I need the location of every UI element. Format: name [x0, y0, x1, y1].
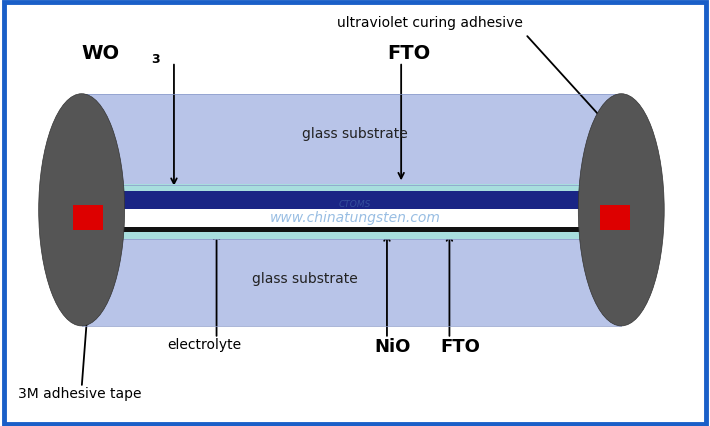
- Text: electrolyte: electrolyte: [167, 338, 241, 352]
- Bar: [82, 191, 621, 209]
- Bar: [82, 94, 621, 185]
- Bar: [82, 239, 621, 326]
- Bar: [82, 227, 621, 232]
- Ellipse shape: [578, 94, 665, 326]
- Text: NiO: NiO: [374, 338, 410, 356]
- Bar: [82, 232, 621, 239]
- Bar: [82, 209, 621, 227]
- Bar: [72, 205, 102, 230]
- Text: WO: WO: [82, 44, 120, 63]
- Text: glass substrate: glass substrate: [253, 272, 358, 286]
- Text: glass substrate: glass substrate: [302, 127, 408, 141]
- Text: 3: 3: [151, 53, 160, 66]
- Bar: [82, 94, 621, 185]
- Text: FTO: FTO: [440, 338, 480, 356]
- Text: 3M adhesive tape: 3M adhesive tape: [18, 387, 141, 401]
- Text: www.chinatungsten.com: www.chinatungsten.com: [270, 211, 440, 225]
- Bar: [601, 205, 630, 230]
- Bar: [82, 239, 621, 326]
- Text: FTO: FTO: [387, 44, 430, 63]
- Text: ultraviolet curing adhesive: ultraviolet curing adhesive: [337, 17, 523, 30]
- Text: CTOMS: CTOMS: [339, 200, 371, 210]
- Ellipse shape: [39, 94, 125, 326]
- Bar: [82, 184, 621, 191]
